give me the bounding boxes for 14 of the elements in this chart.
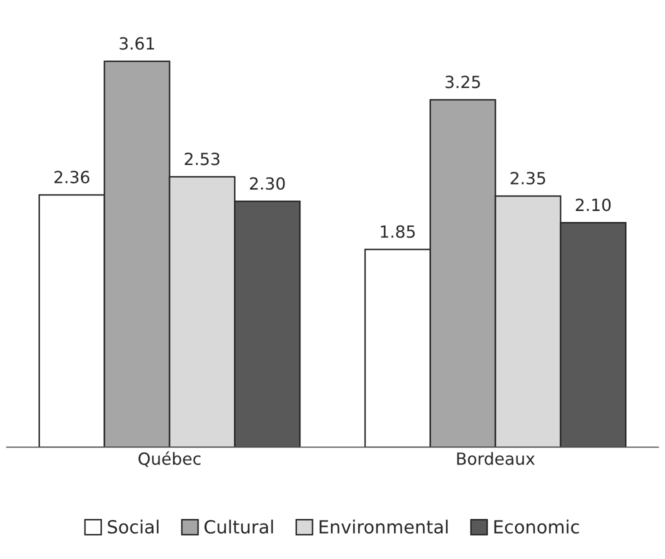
- data-label: 2.30: [250, 177, 285, 190]
- legend-label: Social: [108, 520, 158, 534]
- legend-label: Economic: [494, 520, 579, 534]
- data-label: 2.35: [510, 172, 546, 184]
- legend-label: Cultural: [204, 520, 273, 534]
- data-label: 2.53: [184, 152, 220, 166]
- x-tick-label: Bordeaux: [457, 452, 535, 465]
- data-label: 3.61: [120, 37, 154, 50]
- data-label: 2.36: [54, 170, 90, 184]
- data-label: 3.25: [446, 76, 480, 88]
- data-label: 2.10: [576, 198, 611, 212]
- legend-label: Environmental: [320, 520, 448, 534]
- x-tick-label: Québec: [138, 451, 201, 467]
- data-label: 1.85: [380, 225, 415, 238]
